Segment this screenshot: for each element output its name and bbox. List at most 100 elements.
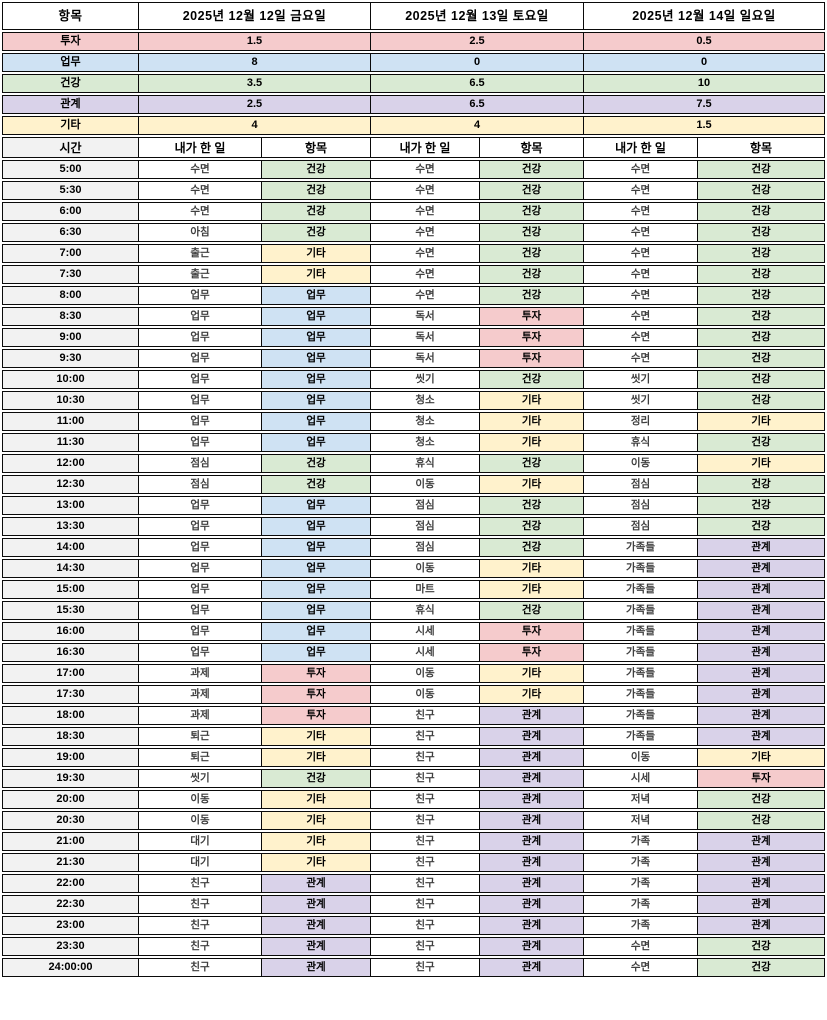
summary-value-cell[interactable]: 0.5 xyxy=(583,33,824,50)
category-cell[interactable]: 건강 xyxy=(479,602,583,619)
category-cell[interactable]: 건강 xyxy=(479,245,583,262)
category-cell[interactable]: 관계 xyxy=(479,749,583,766)
category-cell[interactable]: 건강 xyxy=(697,518,824,535)
activity-cell[interactable]: 수면 xyxy=(583,938,697,955)
time-cell[interactable]: 23:00 xyxy=(3,917,138,934)
category-cell[interactable]: 업무 xyxy=(261,350,370,367)
time-cell[interactable]: 9:00 xyxy=(3,329,138,346)
category-cell[interactable]: 건강 xyxy=(697,308,824,325)
activity-cell[interactable]: 친구 xyxy=(138,917,261,934)
activity-cell[interactable]: 점심 xyxy=(583,518,697,535)
activity-cell[interactable]: 휴식 xyxy=(370,455,479,472)
category-cell[interactable]: 관계 xyxy=(697,854,824,871)
activity-cell[interactable]: 친구 xyxy=(370,896,479,913)
activity-cell[interactable]: 퇴근 xyxy=(138,728,261,745)
activity-cell[interactable]: 업무 xyxy=(138,581,261,598)
category-cell[interactable]: 기타 xyxy=(479,413,583,430)
activity-cell[interactable]: 시세 xyxy=(370,644,479,661)
category-cell[interactable]: 업무 xyxy=(261,602,370,619)
activity-cell[interactable]: 휴식 xyxy=(583,434,697,451)
category-cell[interactable]: 관계 xyxy=(479,854,583,871)
activity-cell[interactable]: 수면 xyxy=(583,182,697,199)
activity-cell[interactable]: 친구 xyxy=(370,812,479,829)
category-cell[interactable]: 관계 xyxy=(479,917,583,934)
time-cell[interactable]: 12:00 xyxy=(3,455,138,472)
activity-cell[interactable]: 가족들 xyxy=(583,581,697,598)
category-cell[interactable]: 투자 xyxy=(261,686,370,703)
category-cell[interactable]: 건강 xyxy=(479,266,583,283)
time-cell[interactable]: 18:30 xyxy=(3,728,138,745)
date-header-saturday[interactable]: 2025년 12월 13일 토요일 xyxy=(370,3,583,29)
summary-value-cell[interactable]: 0 xyxy=(583,54,824,71)
time-cell[interactable]: 19:00 xyxy=(3,749,138,766)
activity-cell[interactable]: 친구 xyxy=(138,896,261,913)
activity-cell[interactable]: 업무 xyxy=(138,518,261,535)
activity-cell[interactable]: 친구 xyxy=(138,938,261,955)
category-cell[interactable]: 기타 xyxy=(261,728,370,745)
time-cell[interactable]: 16:00 xyxy=(3,623,138,640)
activity-cell[interactable]: 대기 xyxy=(138,833,261,850)
summary-category-label[interactable]: 업무 xyxy=(3,54,138,71)
time-cell[interactable]: 7:00 xyxy=(3,245,138,262)
category-cell[interactable]: 업무 xyxy=(261,497,370,514)
category-cell[interactable]: 건강 xyxy=(479,518,583,535)
category-cell[interactable]: 기타 xyxy=(261,266,370,283)
activity-cell[interactable]: 친구 xyxy=(370,749,479,766)
category-cell[interactable]: 업무 xyxy=(261,329,370,346)
category-cell[interactable]: 건강 xyxy=(697,434,824,451)
activity-cell[interactable]: 친구 xyxy=(370,938,479,955)
activity-cell[interactable]: 대기 xyxy=(138,854,261,871)
category-cell[interactable]: 기타 xyxy=(479,686,583,703)
time-cell[interactable]: 12:30 xyxy=(3,476,138,493)
time-cell[interactable]: 18:00 xyxy=(3,707,138,724)
category-cell[interactable]: 관계 xyxy=(479,875,583,892)
time-cell[interactable]: 17:30 xyxy=(3,686,138,703)
activity-cell[interactable]: 가족들 xyxy=(583,665,697,682)
category-cell[interactable]: 건강 xyxy=(479,455,583,472)
activity-cell[interactable]: 친구 xyxy=(370,791,479,808)
activity-cell[interactable]: 업무 xyxy=(138,413,261,430)
activity-cell[interactable]: 청소 xyxy=(370,413,479,430)
time-cell[interactable]: 22:30 xyxy=(3,896,138,913)
activity-cell[interactable]: 퇴근 xyxy=(138,749,261,766)
activity-cell[interactable]: 친구 xyxy=(370,875,479,892)
activity-cell[interactable]: 수면 xyxy=(583,203,697,220)
category-cell[interactable]: 투자 xyxy=(479,308,583,325)
category-cell[interactable]: 건강 xyxy=(697,350,824,367)
activity-cell[interactable]: 씻기 xyxy=(583,392,697,409)
category-cell[interactable]: 건강 xyxy=(697,329,824,346)
time-cell[interactable]: 9:30 xyxy=(3,350,138,367)
summary-value-cell[interactable]: 6.5 xyxy=(370,75,583,92)
category-cell[interactable]: 건강 xyxy=(261,224,370,241)
category-cell[interactable]: 건강 xyxy=(697,812,824,829)
activity-cell[interactable]: 점심 xyxy=(138,455,261,472)
activity-cell[interactable]: 수면 xyxy=(370,203,479,220)
time-cell[interactable]: 21:30 xyxy=(3,854,138,871)
category-cell[interactable]: 투자 xyxy=(479,329,583,346)
corner-header-cell[interactable]: 항목 xyxy=(58,8,83,23)
time-cell[interactable]: 20:30 xyxy=(3,812,138,829)
activity-cell[interactable]: 이동 xyxy=(583,455,697,472)
category-cell[interactable]: 기타 xyxy=(479,476,583,493)
activity-cell[interactable]: 수면 xyxy=(583,161,697,178)
activity-cell[interactable]: 출근 xyxy=(138,245,261,262)
category-cell[interactable]: 기타 xyxy=(697,749,824,766)
activity-cell[interactable]: 정리 xyxy=(583,413,697,430)
time-cell[interactable]: 6:30 xyxy=(3,224,138,241)
activity-cell[interactable]: 수면 xyxy=(583,308,697,325)
category-cell[interactable]: 관계 xyxy=(697,896,824,913)
activity-cell[interactable]: 친구 xyxy=(138,875,261,892)
activity-cell[interactable]: 수면 xyxy=(370,182,479,199)
category-cell[interactable]: 투자 xyxy=(697,770,824,787)
time-cell[interactable]: 6:00 xyxy=(3,203,138,220)
category-cell[interactable]: 업무 xyxy=(261,413,370,430)
activity-cell[interactable]: 독서 xyxy=(370,350,479,367)
summary-value-cell[interactable]: 8 xyxy=(138,54,370,71)
activity-cell[interactable]: 과제 xyxy=(138,707,261,724)
activity-cell[interactable]: 점심 xyxy=(370,497,479,514)
category-cell[interactable]: 기타 xyxy=(479,392,583,409)
category-cell[interactable]: 기타 xyxy=(479,560,583,577)
activity-cell[interactable]: 가족들 xyxy=(583,560,697,577)
activity-cell[interactable]: 휴식 xyxy=(370,602,479,619)
category-cell[interactable]: 기타 xyxy=(697,455,824,472)
